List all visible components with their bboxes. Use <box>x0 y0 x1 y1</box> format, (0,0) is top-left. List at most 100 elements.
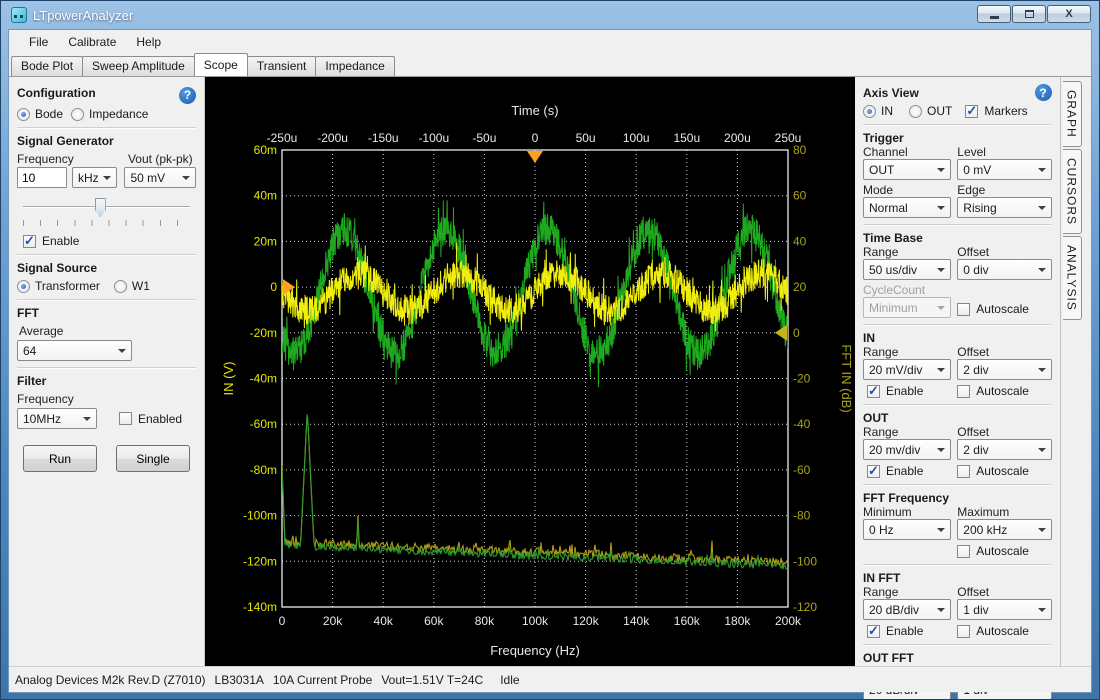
in-range-value: 20 mV/div <box>869 362 923 377</box>
time-base-range-select[interactable]: 50 us/div <box>863 259 952 280</box>
svg-text:80k: 80k <box>475 614 495 628</box>
trigger-level-select[interactable]: 0 mV <box>957 159 1052 180</box>
cyclecount-label: CycleCount <box>863 283 926 297</box>
in-enable-label: Enable <box>886 384 924 398</box>
status-device: Analog Devices M2k Rev.D (Z7010) <box>15 672 206 687</box>
slider-ticks <box>23 220 190 226</box>
filter-frequency-value: 10MHz <box>23 411 62 426</box>
tab-scope[interactable]: Scope <box>193 53 248 76</box>
right-panel: Axis View ? IN OUT Markers Trigger <box>855 77 1060 699</box>
chevron-down-icon <box>1037 607 1046 612</box>
side-tab-strip: GRAPH CURSORS ANALYSIS <box>1059 77 1091 666</box>
trigger-edge-select[interactable]: Rising <box>957 197 1052 218</box>
tab-sweep-amplitude[interactable]: Sweep Amplitude <box>82 56 195 76</box>
axis-out-radio[interactable] <box>909 104 922 118</box>
help-icon[interactable]: ? <box>179 86 196 104</box>
markers-checkbox[interactable] <box>965 103 979 119</box>
maximize-button[interactable] <box>1012 5 1046 23</box>
svg-text:20: 20 <box>793 280 807 294</box>
out-section: OUT Range Offset 20 mv/div 2 div Enable … <box>863 408 1052 482</box>
in-enable-checkbox[interactable] <box>867 383 880 399</box>
time-base-autoscale-checkbox[interactable] <box>957 302 971 316</box>
scope-plot-area[interactable]: -250u 0 60m 80 -200u 20k 40m 60 -150u 40k 20m 40 -10… <box>205 77 855 669</box>
out-autoscale-checkbox[interactable] <box>957 464 971 478</box>
chevron-down-icon <box>1037 267 1046 272</box>
svg-text:180k: 180k <box>724 614 751 628</box>
chevron-down-icon <box>1037 367 1046 372</box>
transformer-radio-label: Transformer <box>35 279 100 293</box>
out-offset-select[interactable]: 2 div <box>957 439 1052 460</box>
w1-radio[interactable] <box>113 279 127 293</box>
impedance-radio[interactable] <box>71 107 85 121</box>
time-base-autoscale-label: Autoscale <box>976 302 1029 316</box>
side-tab-graph[interactable]: GRAPH <box>1062 81 1082 147</box>
vout-label: Vout (pk-pk) <box>127 152 193 166</box>
fft-frequency-autoscale-label: Autoscale <box>976 544 1029 558</box>
scope-plot[interactable]: -250u 0 60m 80 -200u 20k 40m 60 -150u 40k 20m 40 -10… <box>205 77 855 669</box>
filter-enabled-checkbox[interactable] <box>119 412 132 425</box>
menu-help[interactable]: Help <box>136 35 162 49</box>
fft-maximum-select[interactable]: 200 kHz <box>957 519 1052 540</box>
tab-impedance[interactable]: Impedance <box>315 56 395 76</box>
average-select[interactable]: 64 <box>17 340 132 361</box>
menu-file[interactable]: File <box>29 35 49 49</box>
frequency-input[interactable] <box>17 167 67 188</box>
out-range-select[interactable]: 20 mv/div <box>863 439 952 460</box>
trigger-channel-select[interactable]: OUT <box>863 159 952 180</box>
svg-text:-100m: -100m <box>243 509 277 523</box>
filter-frequency-select[interactable]: 10MHz <box>17 408 97 429</box>
out-title: OUT <box>863 411 889 425</box>
minimize-button[interactable] <box>977 5 1011 23</box>
chevron-down-icon <box>1037 527 1046 532</box>
svg-text:-60: -60 <box>793 463 811 477</box>
in-fft-enable-label: Enable <box>886 624 924 638</box>
svg-text:-60m: -60m <box>250 417 277 431</box>
in-fft-offset-select[interactable]: 1 div <box>957 599 1052 620</box>
time-base-offset-select[interactable]: 0 div <box>957 259 1052 280</box>
help-icon[interactable]: ? <box>1034 84 1052 101</box>
title-bar: LTpowerAnalyzer X <box>1 1 1099 29</box>
axis-in-radio[interactable] <box>863 104 876 118</box>
out-range-value: 20 mv/div <box>869 442 921 457</box>
run-button[interactable]: Run <box>23 445 97 472</box>
side-tab-analysis[interactable]: ANALYSIS <box>1062 235 1082 320</box>
svg-text:0: 0 <box>793 326 800 340</box>
single-button[interactable]: Single <box>116 445 190 472</box>
frequency-unit-value: kHz <box>78 170 99 185</box>
side-tab-cursors[interactable]: CURSORS <box>1062 148 1082 234</box>
in-autoscale-checkbox[interactable] <box>957 384 971 398</box>
trigger-mode-select[interactable]: Normal <box>863 197 952 218</box>
bode-radio[interactable] <box>17 107 30 121</box>
svg-text:40m: 40m <box>254 189 277 203</box>
generator-enable-checkbox[interactable] <box>23 233 36 249</box>
frequency-slider[interactable] <box>23 196 190 218</box>
axis-out-label: OUT <box>927 104 953 118</box>
in-fft-enable-checkbox[interactable] <box>867 623 880 639</box>
svg-text:60k: 60k <box>424 614 444 628</box>
in-offset-select[interactable]: 2 div <box>957 359 1052 380</box>
menu-calibrate[interactable]: Calibrate <box>68 35 117 49</box>
fft-frequency-autoscale-checkbox[interactable] <box>957 544 971 558</box>
w1-radio-label: W1 <box>131 279 150 293</box>
markers-label: Markers <box>984 104 1028 118</box>
tab-transient[interactable]: Transient <box>246 56 317 76</box>
frequency-slider-thumb[interactable] <box>94 198 106 217</box>
app-icon <box>11 7 27 23</box>
in-section: IN Range Offset 20 mV/div 2 div Enable A… <box>863 328 1052 402</box>
maximize-icon <box>1024 10 1034 18</box>
tab-bode-plot[interactable]: Bode Plot <box>11 56 84 76</box>
in-range-select[interactable]: 20 mV/div <box>863 359 952 380</box>
in-fft-range-select[interactable]: 20 dB/div <box>863 599 952 620</box>
close-button[interactable]: X <box>1047 5 1091 23</box>
fft-minimum-select[interactable]: 0 Hz <box>863 519 952 540</box>
in-fft-autoscale-checkbox[interactable] <box>957 624 971 638</box>
fft-minimum-value: 0 Hz <box>869 522 894 537</box>
svg-text:-200u: -200u <box>317 131 348 145</box>
in-offset-label: Offset <box>957 345 990 359</box>
transformer-radio[interactable] <box>17 279 30 293</box>
trigger-mode-value: Normal <box>869 200 908 215</box>
frequency-unit-select[interactable]: kHz <box>72 167 118 188</box>
out-enable-checkbox[interactable] <box>867 463 880 479</box>
vout-select[interactable]: 50 mV <box>124 167 196 188</box>
chevron-down-icon <box>83 416 91 421</box>
